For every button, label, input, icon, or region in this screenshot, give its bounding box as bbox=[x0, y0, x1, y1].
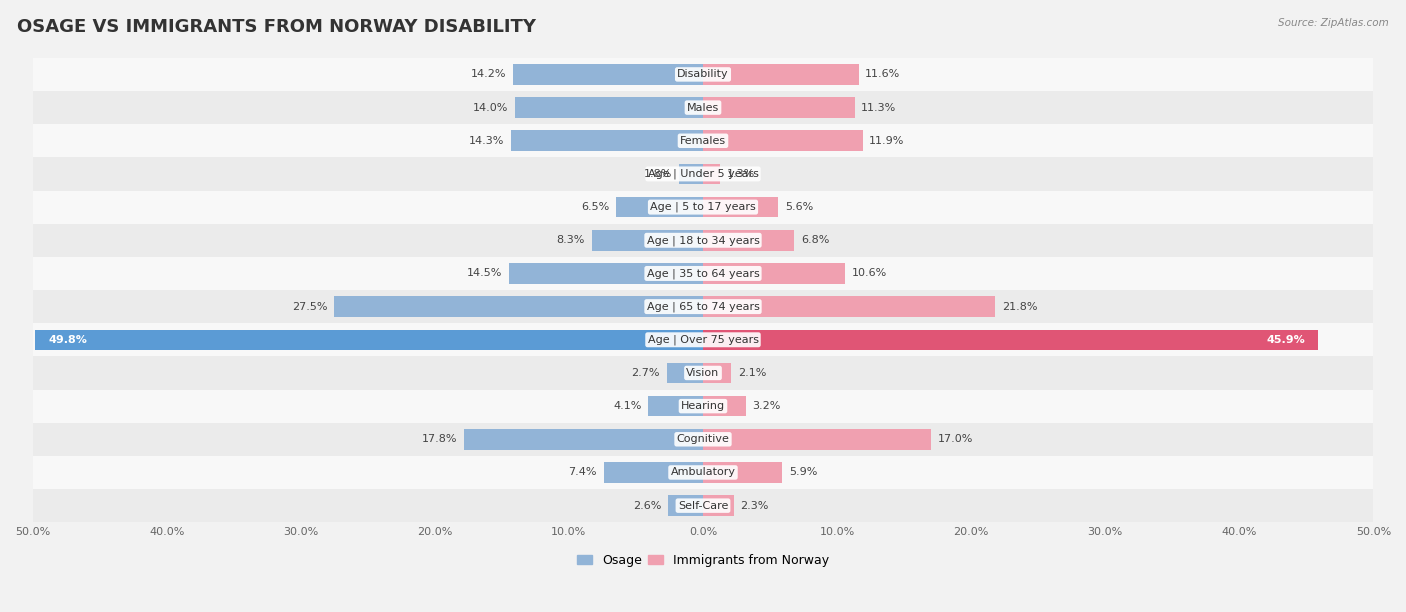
Bar bbox=[32, 190, 1374, 224]
Bar bbox=[32, 124, 1374, 157]
Text: Disability: Disability bbox=[678, 69, 728, 80]
Bar bbox=[679, 163, 703, 184]
Bar bbox=[616, 197, 703, 217]
Bar bbox=[509, 263, 703, 284]
Text: 6.5%: 6.5% bbox=[581, 202, 609, 212]
Text: Age | 65 to 74 years: Age | 65 to 74 years bbox=[647, 301, 759, 312]
Bar bbox=[668, 495, 703, 516]
Bar bbox=[703, 230, 794, 250]
Bar bbox=[703, 462, 782, 483]
Bar bbox=[464, 429, 703, 450]
Bar bbox=[32, 257, 1374, 290]
Bar bbox=[592, 230, 703, 250]
Text: Hearing: Hearing bbox=[681, 401, 725, 411]
Bar bbox=[512, 130, 703, 151]
Text: Cognitive: Cognitive bbox=[676, 435, 730, 444]
Bar bbox=[32, 58, 1374, 91]
Bar bbox=[703, 163, 720, 184]
Bar bbox=[703, 197, 778, 217]
Text: Age | 5 to 17 years: Age | 5 to 17 years bbox=[650, 202, 756, 212]
Bar bbox=[32, 157, 1374, 190]
Text: 49.8%: 49.8% bbox=[49, 335, 87, 345]
Text: 21.8%: 21.8% bbox=[1002, 302, 1038, 312]
Bar bbox=[32, 323, 1374, 356]
Bar bbox=[703, 396, 747, 416]
Text: 3.2%: 3.2% bbox=[752, 401, 780, 411]
Text: Self-Care: Self-Care bbox=[678, 501, 728, 510]
Text: OSAGE VS IMMIGRANTS FROM NORWAY DISABILITY: OSAGE VS IMMIGRANTS FROM NORWAY DISABILI… bbox=[17, 18, 536, 36]
Text: 2.3%: 2.3% bbox=[741, 501, 769, 510]
Bar bbox=[335, 296, 703, 317]
Text: 27.5%: 27.5% bbox=[292, 302, 328, 312]
Bar bbox=[32, 456, 1374, 489]
Bar bbox=[32, 423, 1374, 456]
Bar bbox=[703, 97, 855, 118]
Bar bbox=[32, 356, 1374, 390]
Text: 5.6%: 5.6% bbox=[785, 202, 813, 212]
Bar bbox=[515, 97, 703, 118]
Text: Source: ZipAtlas.com: Source: ZipAtlas.com bbox=[1278, 18, 1389, 28]
Text: 1.8%: 1.8% bbox=[644, 169, 672, 179]
Legend: Osage, Immigrants from Norway: Osage, Immigrants from Norway bbox=[572, 549, 834, 572]
Text: 2.1%: 2.1% bbox=[738, 368, 766, 378]
Text: 7.4%: 7.4% bbox=[568, 468, 598, 477]
Text: 1.3%: 1.3% bbox=[727, 169, 755, 179]
Bar bbox=[703, 329, 1319, 350]
Bar bbox=[32, 390, 1374, 423]
Text: 6.8%: 6.8% bbox=[801, 235, 830, 245]
Text: 5.9%: 5.9% bbox=[789, 468, 817, 477]
Bar bbox=[703, 64, 859, 84]
Text: 17.0%: 17.0% bbox=[938, 435, 973, 444]
Bar bbox=[703, 429, 931, 450]
Text: Age | 35 to 64 years: Age | 35 to 64 years bbox=[647, 268, 759, 278]
Bar bbox=[32, 91, 1374, 124]
Bar bbox=[35, 329, 703, 350]
Text: Vision: Vision bbox=[686, 368, 720, 378]
Text: 11.3%: 11.3% bbox=[862, 103, 897, 113]
Text: 10.6%: 10.6% bbox=[852, 269, 887, 278]
Bar bbox=[703, 495, 734, 516]
Text: Ambulatory: Ambulatory bbox=[671, 468, 735, 477]
Bar bbox=[703, 130, 862, 151]
Bar bbox=[703, 263, 845, 284]
Bar bbox=[513, 64, 703, 84]
Text: 14.3%: 14.3% bbox=[470, 136, 505, 146]
Text: Males: Males bbox=[688, 103, 718, 113]
Text: 14.2%: 14.2% bbox=[471, 69, 506, 80]
Text: Age | 18 to 34 years: Age | 18 to 34 years bbox=[647, 235, 759, 245]
Bar bbox=[703, 296, 995, 317]
Text: 45.9%: 45.9% bbox=[1267, 335, 1305, 345]
Text: 14.5%: 14.5% bbox=[467, 269, 502, 278]
Text: 14.0%: 14.0% bbox=[474, 103, 509, 113]
Text: Age | Under 5 years: Age | Under 5 years bbox=[648, 169, 758, 179]
Text: Females: Females bbox=[681, 136, 725, 146]
Text: Age | Over 75 years: Age | Over 75 years bbox=[648, 335, 758, 345]
Text: 11.6%: 11.6% bbox=[865, 69, 900, 80]
Text: 17.8%: 17.8% bbox=[422, 435, 457, 444]
Bar bbox=[666, 363, 703, 383]
Bar bbox=[703, 363, 731, 383]
Bar bbox=[32, 489, 1374, 522]
Bar bbox=[603, 462, 703, 483]
Text: 2.7%: 2.7% bbox=[631, 368, 659, 378]
Bar bbox=[32, 224, 1374, 257]
Text: 8.3%: 8.3% bbox=[557, 235, 585, 245]
Bar bbox=[648, 396, 703, 416]
Text: 11.9%: 11.9% bbox=[869, 136, 904, 146]
Text: 2.6%: 2.6% bbox=[633, 501, 661, 510]
Text: 4.1%: 4.1% bbox=[613, 401, 641, 411]
Bar bbox=[32, 290, 1374, 323]
